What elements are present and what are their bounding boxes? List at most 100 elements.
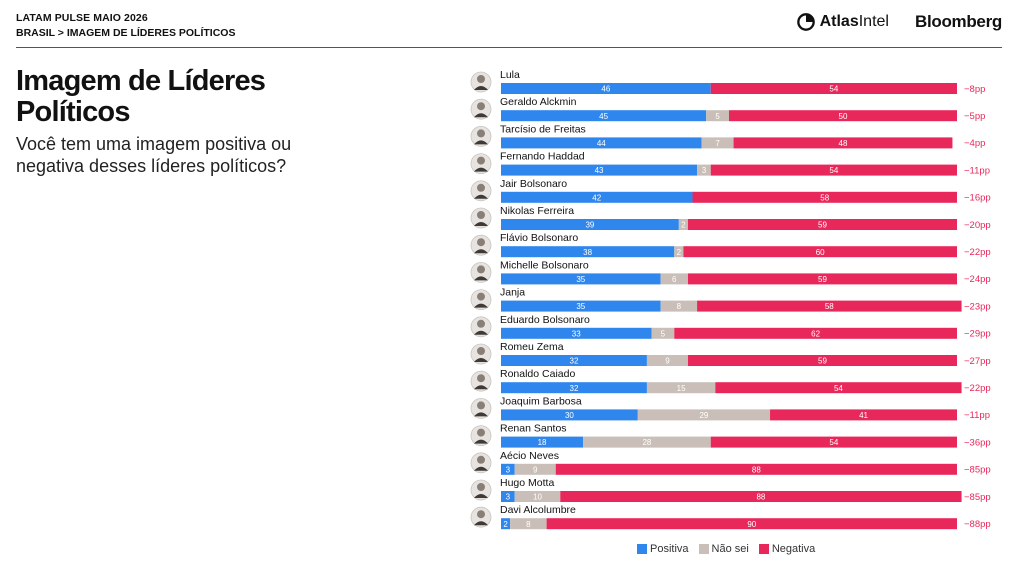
category-label: Davi Alcolumbre <box>500 504 576 516</box>
net-label: −11pp <box>964 410 990 421</box>
bar-segment-negativa <box>715 382 962 394</box>
bar-segment-negativa <box>546 518 957 530</box>
category-label: Aécio Neves <box>500 450 559 462</box>
bar-segment-não-sei <box>646 355 688 366</box>
data-label: 54 <box>829 166 838 175</box>
data-label: 44 <box>597 139 606 148</box>
data-label: 46 <box>601 85 610 94</box>
data-label: 88 <box>752 465 761 474</box>
header-divider <box>16 47 1002 48</box>
bar-segment-não-sei <box>706 110 729 122</box>
bar-segment-positiva <box>501 219 679 230</box>
data-label: 15 <box>677 384 686 393</box>
bar-segment-não-sei <box>510 518 547 530</box>
data-label: 32 <box>570 357 579 366</box>
header: LATAM PULSE MAIO 2026 BRASIL > IMAGEM DE… <box>16 12 235 39</box>
atlasintel-logo: AtlasIntel <box>796 13 889 31</box>
bar-segment-positiva <box>501 491 515 502</box>
data-label: 54 <box>834 384 843 393</box>
category-label: Tarcísio de Freitas <box>500 123 586 135</box>
bar-segment-positiva <box>501 83 711 94</box>
bar-segment-não-sei <box>660 273 688 285</box>
breadcrumb: BRASIL > IMAGEM DE LÍDERES POLÍTICOS <box>16 27 236 39</box>
data-label: 54 <box>829 438 838 447</box>
bar-segment-não-sei <box>701 137 734 149</box>
bar-segment-negativa <box>555 463 957 475</box>
avatar <box>470 452 492 474</box>
data-label: 32 <box>570 384 579 393</box>
data-label: 30 <box>565 411 574 420</box>
net-label: −11pp <box>964 165 990 176</box>
bar-segment-positiva <box>501 382 647 394</box>
avatar <box>470 506 492 528</box>
page-subtitle: Você tem uma imagem positiva ou negativa… <box>16 134 292 176</box>
data-label: 2 <box>677 248 682 257</box>
bar-segment-não-sei <box>637 409 771 421</box>
bloomberg-logo: Bloomberg <box>914 12 1002 31</box>
bar-segment-positiva <box>501 110 707 122</box>
bar-segment-positiva <box>501 191 693 203</box>
chart-row: Michelle Bolsonaro 35 6 59 −24pp <box>470 259 991 285</box>
bar-segment-não-sei <box>678 219 688 230</box>
bar-segment-positiva <box>501 246 675 258</box>
bar-segment-positiva <box>501 409 638 421</box>
data-label: 28 <box>642 438 651 447</box>
bar-segment-negativa <box>560 491 962 502</box>
chart-row: Aécio Neves 3 9 88 −85pp <box>470 450 991 476</box>
avatar <box>470 125 492 147</box>
chart-row: Janja 35 8 58 −23pp <box>470 287 991 312</box>
bar-segment-negativa <box>687 355 957 366</box>
avatar <box>470 425 492 447</box>
chart-row: Tarcísio de Freitas 44 7 48 −4pp <box>470 123 985 149</box>
net-label: −22pp <box>964 247 991 258</box>
category-label: Michelle Bolsonaro <box>500 259 589 271</box>
bar-segment-positiva <box>501 164 698 176</box>
bar-segment-não-sei <box>674 246 684 258</box>
avatar <box>470 71 492 93</box>
avatar <box>470 261 492 283</box>
avatar <box>470 397 492 419</box>
legend-item: Positiva <box>637 543 689 555</box>
category-label: Fernando Haddad <box>500 151 585 163</box>
chart-row: Hugo Motta 3 10 88 −85pp <box>470 477 991 503</box>
data-label: 41 <box>859 411 868 420</box>
data-label: 35 <box>576 302 585 311</box>
data-label: 45 <box>599 112 608 121</box>
data-label: 38 <box>583 248 592 257</box>
chart-row: Romeu Zema 32 9 59 −27pp <box>470 341 991 367</box>
data-label: 59 <box>818 275 827 284</box>
chart-row: Ronaldo Caiado 32 15 54 −22pp <box>470 368 991 394</box>
bar-segment-negativa <box>683 246 957 258</box>
net-label: −36pp <box>964 437 991 448</box>
data-label: 9 <box>665 357 670 366</box>
bar-segment-negativa <box>692 191 957 203</box>
data-label: 9 <box>533 465 538 474</box>
category-label: Joaquim Barbosa <box>500 395 582 407</box>
legend-label: Negativa <box>771 543 816 555</box>
bar-segment-negativa <box>733 137 953 149</box>
chart-row: Flávio Bolsonaro 38 2 60 −22pp <box>470 232 991 258</box>
category-label: Romeu Zema <box>500 341 564 353</box>
bar-segment-negativa <box>710 83 957 94</box>
bar-segment-positiva <box>501 300 661 312</box>
net-label: −27pp <box>964 356 991 367</box>
bar-segment-negativa <box>687 219 957 230</box>
atlasintel-mark-icon <box>796 13 815 31</box>
net-label: −85pp <box>964 465 991 476</box>
avatar <box>470 479 492 501</box>
data-label: 59 <box>818 221 827 230</box>
chart-row: Eduardo Bolsonaro 33 5 62 −29pp <box>470 314 991 340</box>
bar-segment-positiva <box>501 436 584 448</box>
net-label: −8pp <box>964 84 985 95</box>
data-label: 54 <box>829 85 838 94</box>
data-label: 3 <box>506 493 511 502</box>
data-label: 59 <box>818 357 827 366</box>
bar-segment-positiva <box>501 137 702 149</box>
data-label: 50 <box>839 112 848 121</box>
avatar <box>470 316 492 338</box>
avatar <box>470 207 492 229</box>
data-label: 18 <box>538 438 547 447</box>
category-label: Geraldo Alckmin <box>500 96 577 108</box>
avatar <box>470 234 492 256</box>
net-label: −22pp <box>964 383 991 394</box>
